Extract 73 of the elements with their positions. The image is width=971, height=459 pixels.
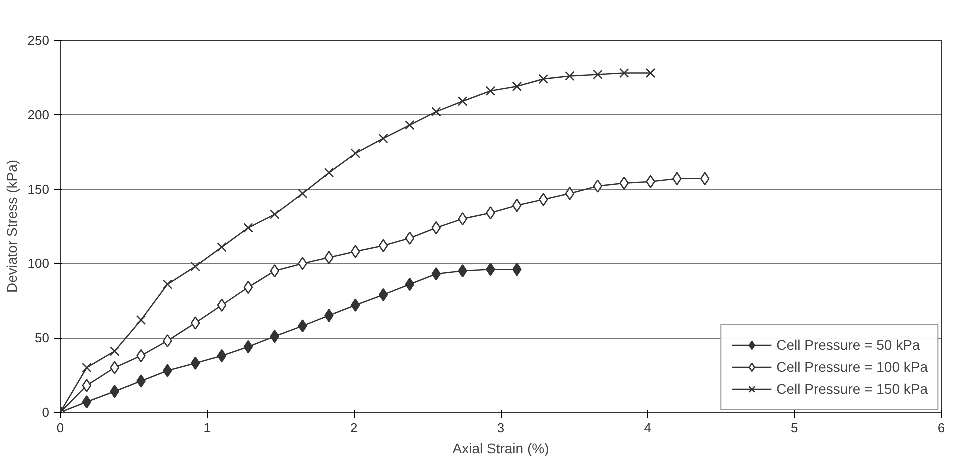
point — [486, 86, 496, 96]
point — [350, 245, 360, 258]
point — [620, 176, 629, 190]
legend-label: Cell Pressure = 150 kPa — [776, 381, 928, 397]
point — [432, 221, 442, 235]
point — [378, 288, 388, 302]
point — [163, 364, 172, 378]
point — [82, 395, 92, 409]
point — [350, 298, 360, 312]
point — [190, 262, 200, 272]
x-tick-label: 5 — [791, 420, 798, 436]
point — [432, 107, 442, 117]
point — [110, 346, 120, 356]
point — [405, 232, 415, 246]
point — [593, 70, 603, 80]
point — [646, 68, 656, 78]
point — [324, 251, 334, 264]
x-tick-label: 0 — [56, 420, 64, 436]
point — [217, 298, 227, 312]
point — [298, 320, 308, 333]
point — [324, 309, 334, 322]
point — [458, 96, 468, 106]
legend-label: Cell Pressure = 50 kPa — [776, 337, 920, 353]
x-axis-title: Axial Strain (%) — [452, 440, 550, 456]
point — [593, 180, 603, 193]
y-tick-label: 50 — [35, 330, 50, 346]
point — [405, 278, 415, 292]
x-tick-label: 6 — [938, 420, 946, 436]
point — [324, 168, 334, 178]
point — [565, 71, 575, 82]
point — [190, 316, 200, 330]
point — [190, 356, 200, 370]
point — [512, 263, 522, 276]
y-tick-label: 100 — [28, 256, 50, 272]
point — [298, 188, 308, 199]
point — [136, 374, 146, 388]
x-tick-label: 1 — [204, 420, 211, 436]
point — [378, 134, 388, 144]
point — [619, 68, 630, 78]
point — [217, 349, 227, 363]
point — [405, 120, 415, 130]
point — [512, 199, 522, 212]
point — [538, 193, 548, 206]
point — [217, 242, 227, 252]
y-tick-label: 0 — [42, 405, 50, 420]
point — [82, 362, 92, 373]
point — [136, 315, 146, 326]
point — [82, 379, 92, 392]
point — [565, 187, 575, 200]
point — [244, 223, 254, 233]
x-tick-label: 4 — [644, 420, 652, 436]
legend-label: Cell Pressure = 100 kPa — [776, 359, 928, 375]
y-tick-label: 200 — [28, 107, 50, 122]
point — [378, 239, 388, 252]
point — [244, 280, 254, 294]
point — [244, 340, 254, 354]
x-tick-label: 3 — [497, 420, 505, 436]
point — [270, 330, 280, 344]
y-axis-title: Deviator Stress (kPa) — [4, 160, 20, 294]
point — [298, 257, 308, 270]
point — [270, 210, 280, 220]
x-tick-label: 2 — [350, 420, 358, 436]
point — [512, 82, 522, 92]
y-tick-label: 150 — [28, 182, 50, 197]
point — [486, 263, 496, 276]
point — [538, 74, 548, 84]
point — [432, 267, 442, 281]
point — [700, 172, 710, 186]
y-tick-label: 250 — [28, 33, 50, 48]
point — [350, 148, 361, 158]
point — [162, 280, 173, 290]
point — [110, 385, 120, 398]
point — [270, 264, 280, 278]
